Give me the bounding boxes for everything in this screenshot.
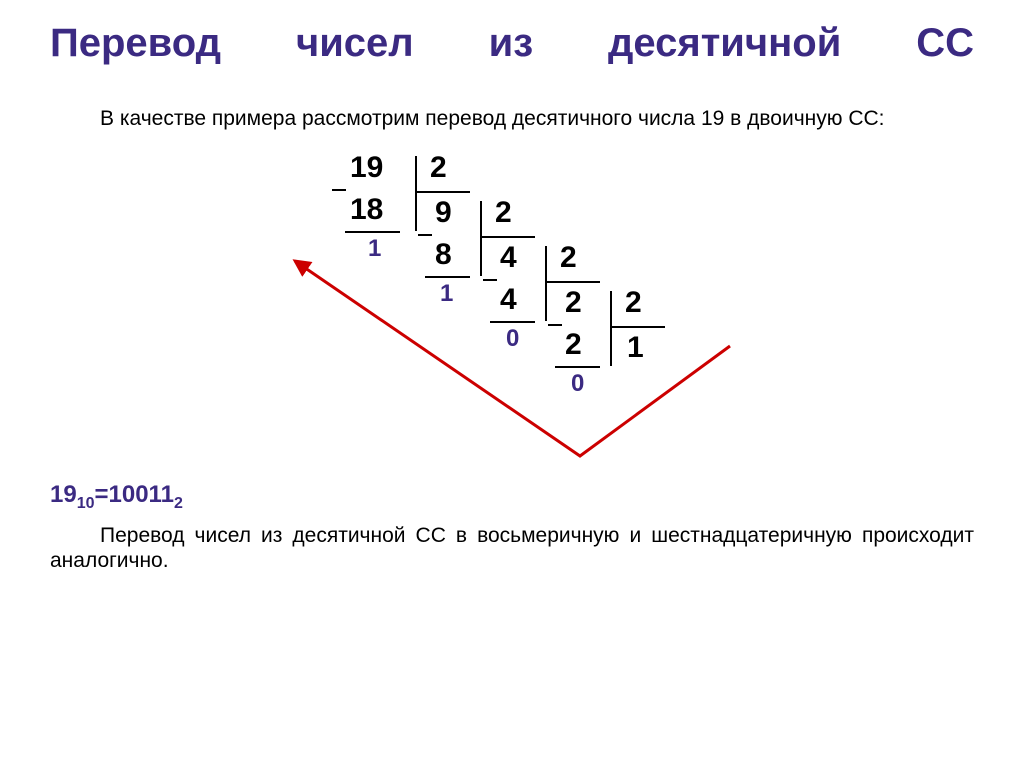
div-vline-3 bbox=[545, 246, 547, 321]
minus-1 bbox=[332, 189, 346, 191]
result-equation: 1910=100112 bbox=[0, 481, 1024, 513]
minus-2 bbox=[418, 234, 432, 236]
result-from-val: 19 bbox=[50, 481, 77, 508]
sub-hline-4 bbox=[555, 366, 600, 368]
div-hline-1 bbox=[415, 191, 470, 193]
div-vline-1 bbox=[415, 156, 417, 231]
divisor-2: 2 bbox=[495, 196, 512, 230]
footer-text: Перевод чисел из десятичной СС в восьмер… bbox=[0, 513, 1024, 573]
dividend-4: 2 bbox=[565, 286, 582, 320]
div-hline-2 bbox=[480, 236, 535, 238]
minus-3 bbox=[483, 279, 497, 281]
dividend-2: 9 bbox=[435, 196, 452, 230]
div-hline-3 bbox=[545, 281, 600, 283]
subtrahend-2: 8 bbox=[435, 238, 452, 272]
div-hline-4 bbox=[610, 326, 665, 328]
division-diagram: 19 2 18 1 9 2 8 1 4 2 4 0 2 2 2 0 1 bbox=[0, 151, 1024, 481]
divisor-3: 2 bbox=[560, 241, 577, 275]
remainder-4: 0 bbox=[571, 370, 584, 398]
divisor-4: 2 bbox=[625, 286, 642, 320]
intro-text: В качестве примера рассмотрим перевод де… bbox=[0, 76, 1024, 131]
remainder-1: 1 bbox=[368, 235, 381, 263]
subtrahend-1: 18 bbox=[350, 193, 383, 227]
subtrahend-4: 2 bbox=[565, 328, 582, 362]
remainder-3: 0 bbox=[506, 325, 519, 353]
sub-hline-3 bbox=[490, 321, 535, 323]
dividend-1: 19 bbox=[350, 151, 383, 185]
div-vline-4 bbox=[610, 291, 612, 366]
result-from-base: 10 bbox=[77, 495, 95, 512]
final-quotient: 1 bbox=[627, 331, 644, 365]
minus-4 bbox=[548, 324, 562, 326]
subtrahend-3: 4 bbox=[500, 283, 517, 317]
result-to-base: 2 bbox=[174, 495, 183, 512]
div-vline-2 bbox=[480, 201, 482, 276]
dividend-3: 4 bbox=[500, 241, 517, 275]
sub-hline-2 bbox=[425, 276, 470, 278]
slide-title: Перевод чисел из десятичной СС bbox=[0, 0, 1024, 76]
remainder-2: 1 bbox=[440, 280, 453, 308]
divisor-1: 2 bbox=[430, 151, 447, 185]
result-to-val: 10011 bbox=[109, 481, 174, 508]
sub-hline-1 bbox=[345, 231, 400, 233]
